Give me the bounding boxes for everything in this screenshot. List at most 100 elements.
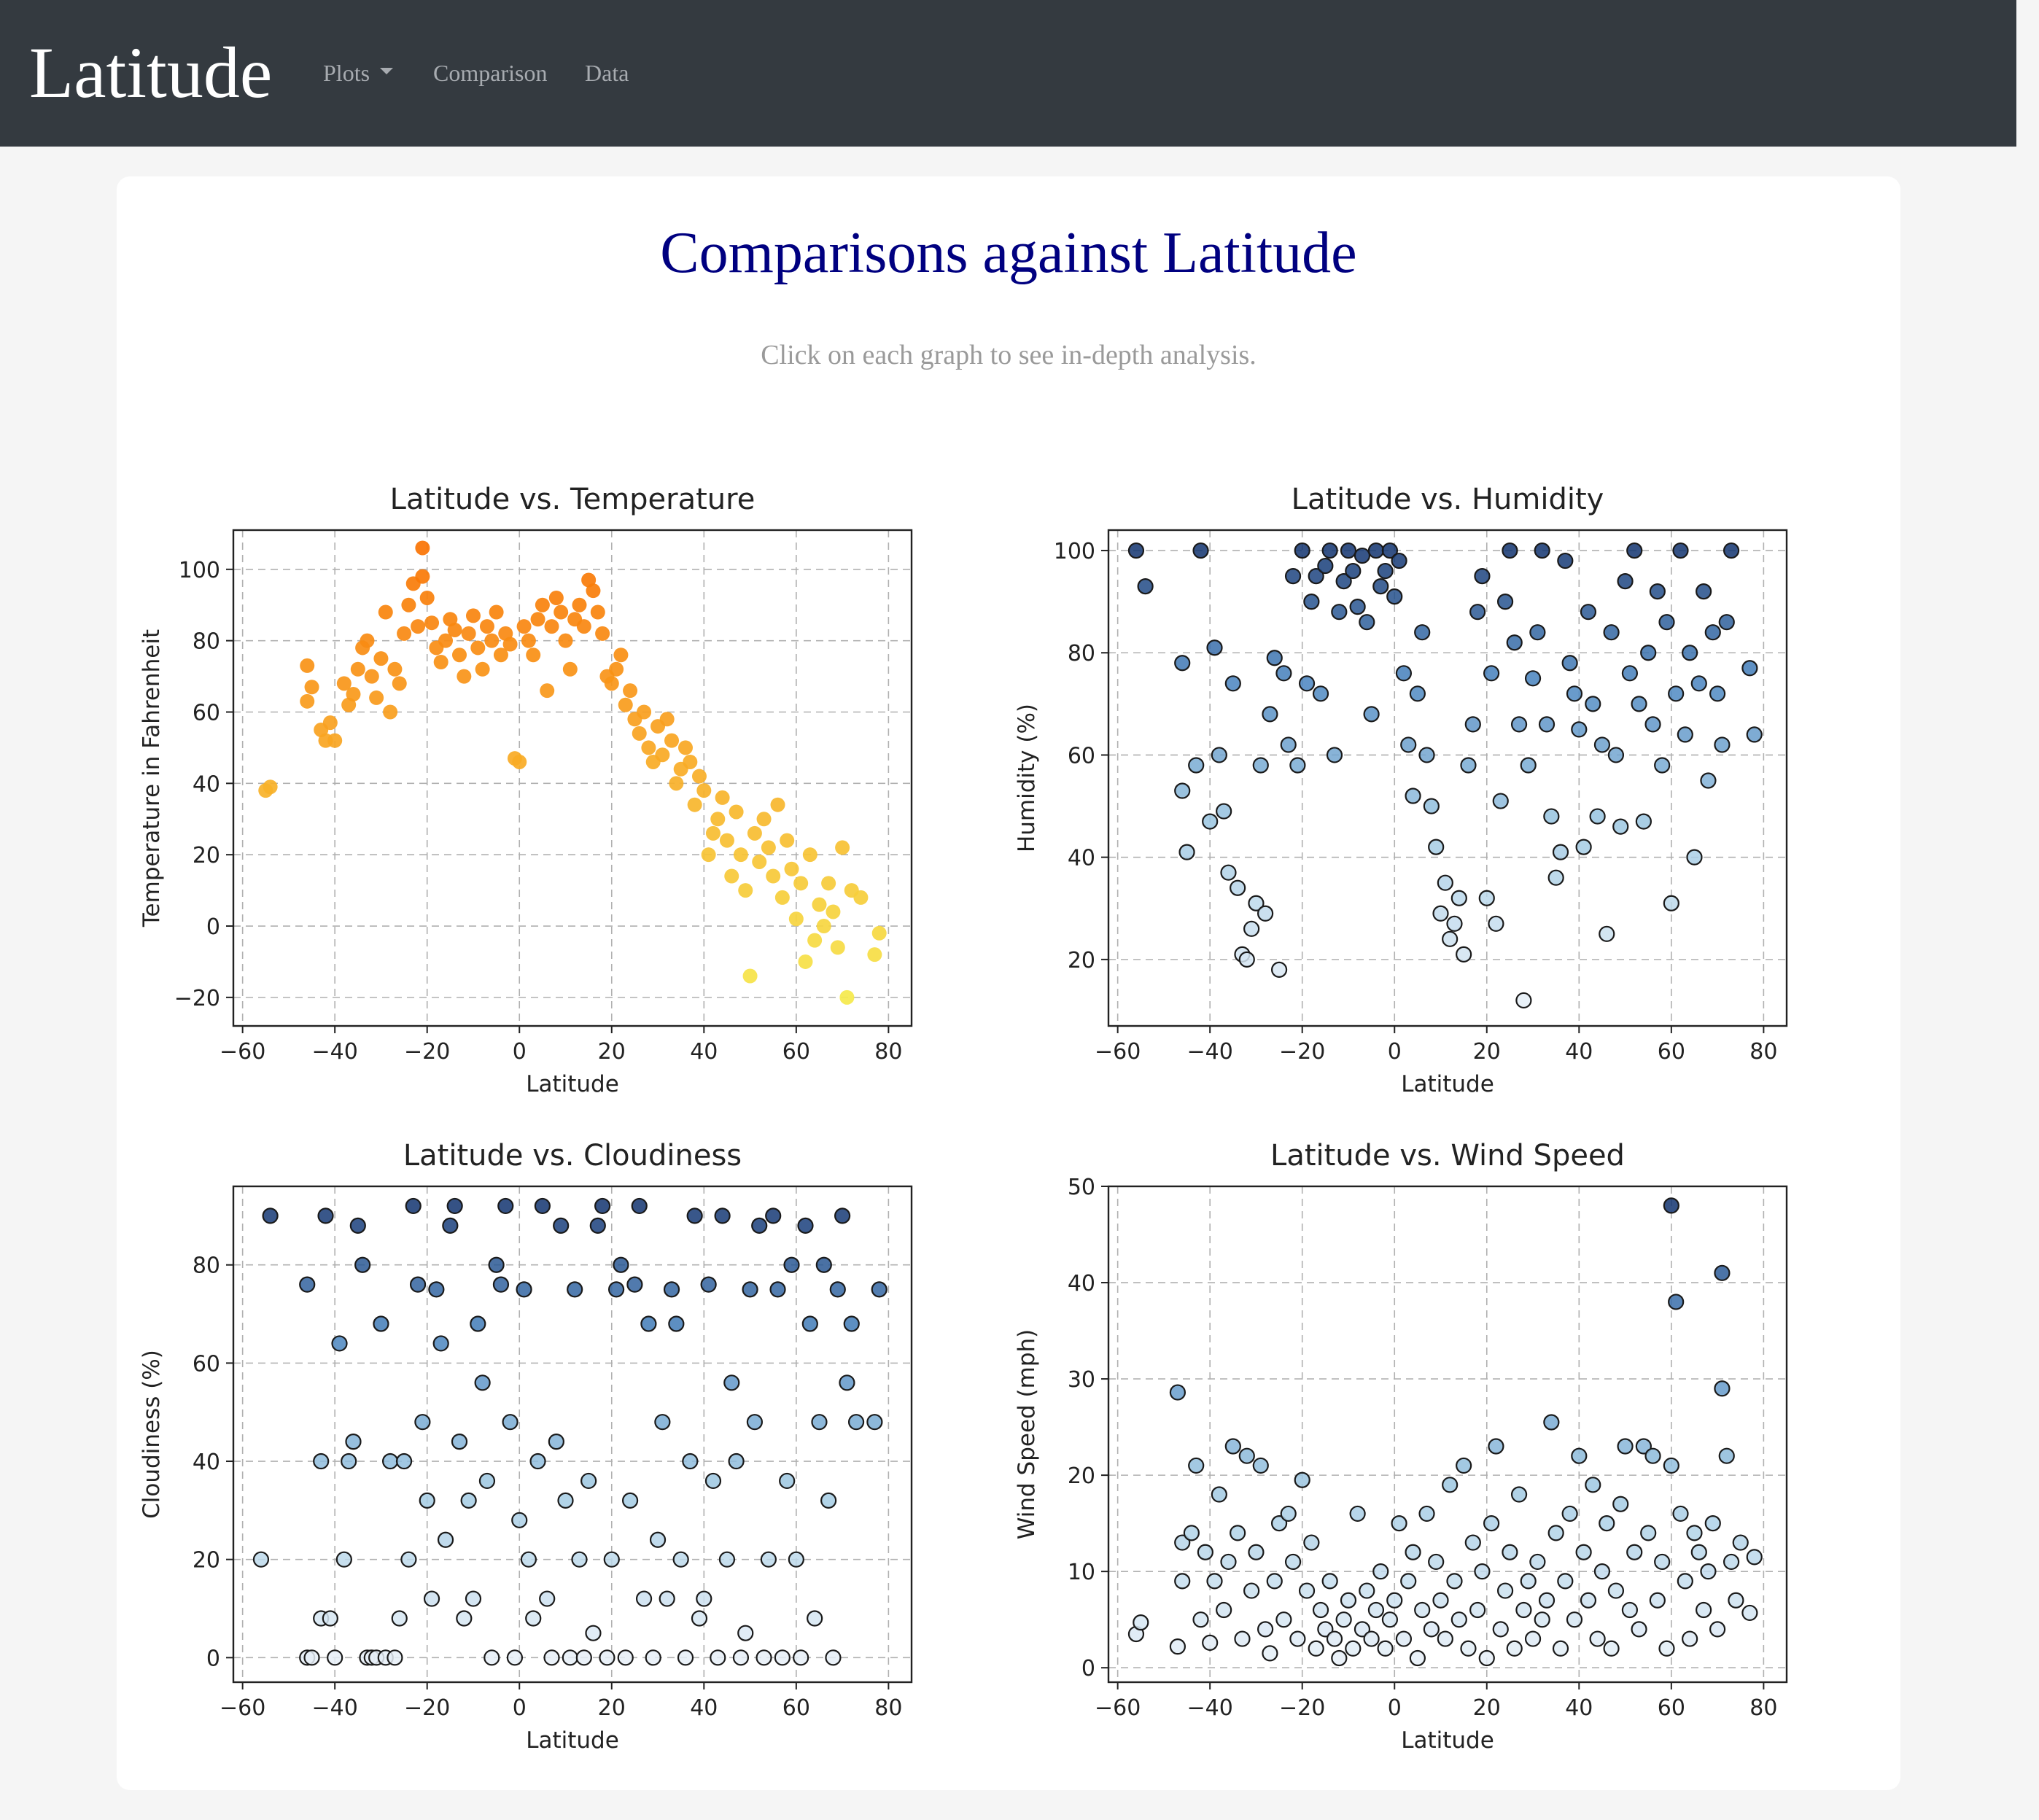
nav-item-comparison[interactable]: Comparison bbox=[433, 58, 547, 88]
nav-item-plots[interactable]: Plots bbox=[323, 58, 394, 88]
data-point bbox=[1474, 567, 1491, 585]
data-point bbox=[1515, 992, 1532, 1009]
data-point bbox=[825, 1649, 842, 1666]
data-point bbox=[1506, 634, 1523, 651]
x-tick-label: 60 bbox=[1658, 1039, 1685, 1065]
data-point bbox=[1686, 849, 1703, 866]
data-point bbox=[756, 1649, 772, 1666]
data-point bbox=[345, 1433, 362, 1450]
data-point bbox=[586, 583, 601, 599]
data-point bbox=[1704, 624, 1721, 641]
data-point bbox=[1317, 1621, 1334, 1638]
y-tick-label: 80 bbox=[1068, 641, 1095, 666]
data-point bbox=[1284, 1553, 1302, 1571]
plot-humidity[interactable]: Latitude vs. Humidity −60 −40 −20 0 20 40 60 80 2… bbox=[1006, 474, 1816, 1108]
x-tick-label: 40 bbox=[690, 1039, 718, 1065]
data-point bbox=[1474, 1563, 1491, 1580]
data-point bbox=[1709, 685, 1726, 702]
data-point bbox=[746, 1414, 763, 1431]
data-point bbox=[1395, 1630, 1412, 1647]
data-point bbox=[1216, 803, 1232, 820]
data-point bbox=[1418, 747, 1435, 763]
data-point bbox=[1566, 685, 1583, 702]
data-point bbox=[1510, 716, 1528, 733]
navbar-brand[interactable]: Latitude bbox=[29, 32, 273, 113]
y-tick-label: 100 bbox=[179, 558, 220, 583]
data-point bbox=[604, 676, 619, 691]
data-point bbox=[1224, 675, 1241, 692]
data-point bbox=[686, 1208, 703, 1224]
data-point bbox=[1262, 706, 1278, 723]
data-point bbox=[1589, 1630, 1606, 1647]
data-point bbox=[843, 1315, 860, 1332]
data-point bbox=[548, 1433, 564, 1450]
data-point bbox=[668, 1315, 685, 1332]
x-tick-label: 0 bbox=[1388, 1039, 1402, 1065]
data-point bbox=[392, 676, 407, 691]
data-point bbox=[516, 619, 532, 634]
data-point bbox=[871, 925, 887, 941]
data-point bbox=[1714, 1264, 1731, 1281]
data-point bbox=[867, 947, 882, 962]
data-point bbox=[1593, 736, 1611, 753]
data-point bbox=[802, 847, 817, 863]
x-tick-label: 20 bbox=[1473, 1695, 1501, 1721]
data-point bbox=[801, 1315, 818, 1332]
x-axis-label: Latitude bbox=[526, 1071, 619, 1097]
data-point bbox=[567, 1281, 583, 1298]
data-point bbox=[1377, 562, 1394, 580]
nav-item-data[interactable]: Data bbox=[585, 58, 629, 88]
data-point bbox=[1326, 1630, 1343, 1647]
data-point bbox=[1353, 1621, 1371, 1638]
data-point bbox=[1483, 665, 1500, 682]
data-point bbox=[1492, 793, 1509, 809]
data-point bbox=[1524, 670, 1542, 687]
x-tick-label: 40 bbox=[1565, 1039, 1593, 1065]
plot-cloudiness[interactable]: Latitude vs. Cloudiness −60 −40 −20 0 20 40 60 8… bbox=[131, 1130, 941, 1765]
data-point bbox=[1308, 567, 1324, 585]
data-point bbox=[571, 1551, 588, 1568]
x-tick-label: 20 bbox=[598, 1039, 626, 1065]
data-point bbox=[562, 1649, 578, 1666]
data-point bbox=[839, 1374, 855, 1391]
data-point bbox=[451, 1433, 468, 1450]
data-point bbox=[534, 1197, 551, 1215]
data-point bbox=[1400, 1573, 1417, 1590]
data-point bbox=[415, 540, 430, 556]
x-tick-label: 60 bbox=[1658, 1695, 1685, 1721]
data-point bbox=[829, 1281, 846, 1298]
data-point bbox=[460, 1492, 477, 1509]
y-tick-label: 40 bbox=[1068, 846, 1095, 871]
content-card: Comparisons against Latitude Click on ea… bbox=[117, 176, 1900, 1790]
data-point bbox=[1289, 1630, 1306, 1647]
data-point bbox=[474, 1374, 491, 1391]
data-point bbox=[595, 626, 610, 641]
humidity-chart-svg: Latitude vs. Humidity −60 −40 −20 0 20 40 60 80 2… bbox=[1014, 483, 1788, 1097]
data-point bbox=[1460, 757, 1477, 774]
data-point bbox=[1723, 1553, 1740, 1571]
x-tick-label: 80 bbox=[1749, 1695, 1777, 1721]
data-point bbox=[1496, 594, 1514, 610]
data-point bbox=[1677, 726, 1693, 743]
data-point bbox=[672, 1551, 689, 1568]
scatter-points bbox=[258, 540, 887, 1005]
data-point bbox=[539, 1590, 556, 1607]
data-point bbox=[742, 968, 758, 984]
y-tick-label: 0 bbox=[1081, 1656, 1095, 1681]
x-tick-label: 80 bbox=[874, 1039, 902, 1065]
data-point bbox=[521, 633, 536, 648]
data-point bbox=[1635, 1438, 1652, 1455]
plot-wind-speed[interactable]: Latitude vs. Wind Speed −60 −40 −20 0 20 40 60 8… bbox=[1006, 1130, 1816, 1765]
data-point bbox=[1603, 624, 1620, 641]
data-point bbox=[641, 740, 656, 755]
data-point bbox=[1280, 1505, 1297, 1522]
data-point bbox=[1418, 1505, 1435, 1522]
data-point bbox=[830, 940, 845, 955]
data-point bbox=[678, 740, 693, 755]
x-axis-label: Latitude bbox=[1401, 1071, 1494, 1097]
plot-temperature[interactable]: Latitude vs. Temperature −60 −40 −20 0 20 40 60… bbox=[131, 474, 941, 1108]
data-point bbox=[1538, 716, 1556, 733]
data-point bbox=[1469, 604, 1486, 621]
data-point bbox=[364, 669, 379, 684]
data-point bbox=[401, 597, 416, 612]
